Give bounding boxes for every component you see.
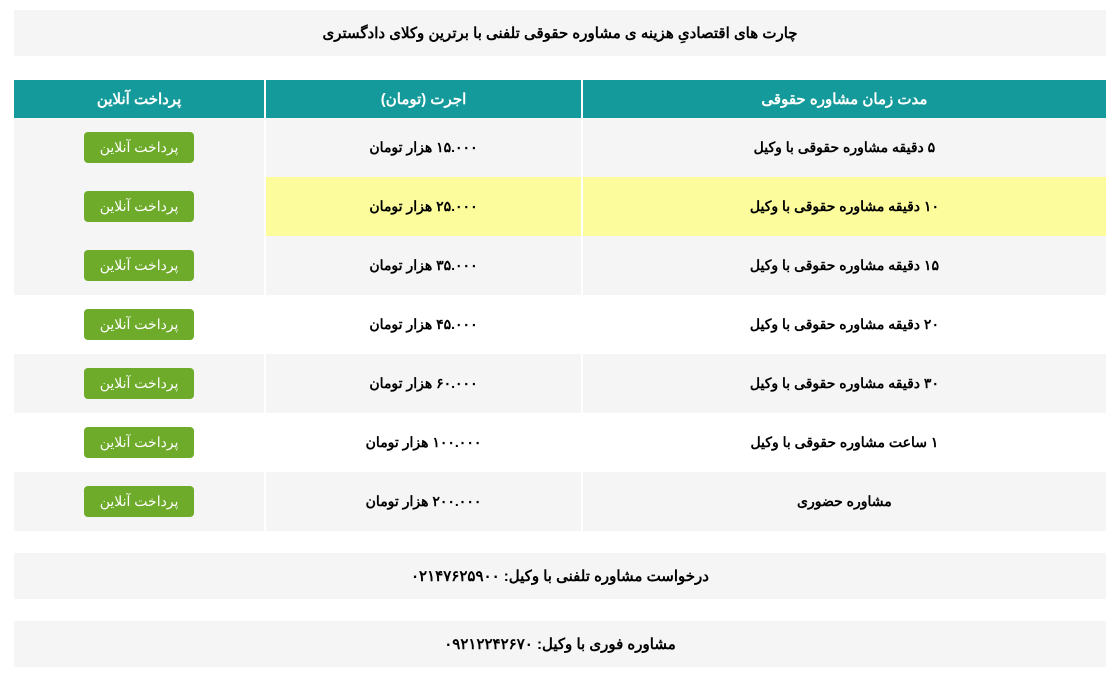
contact-phone-2: مشاوره فوری با وکیل: ۰۹۲۱۲۲۴۲۶۷۰ (14, 621, 1106, 667)
cell-action: پرداخت آنلاین (14, 295, 265, 354)
cell-action: پرداخت آنلاین (14, 118, 265, 177)
cell-action: پرداخت آنلاین (14, 413, 265, 472)
table-row: ۲۰ دقیقه مشاوره حقوقی با وکیل۴۵.۰۰۰ هزار… (14, 295, 1106, 354)
contact-phone-1: درخواست مشاوره تلفنی با وکیل: ۰۲۱۴۷۶۲۵۹۰… (14, 553, 1106, 599)
cell-action: پرداخت آنلاین (14, 236, 265, 295)
pay-online-button[interactable]: پرداخت آنلاین (84, 368, 195, 399)
table-row: ۳۰ دقیقه مشاوره حقوقی با وکیل۶۰.۰۰۰ هزار… (14, 354, 1106, 413)
cell-duration: ۳۰ دقیقه مشاوره حقوقی با وکیل (582, 354, 1106, 413)
cell-duration: ۱۰ دقیقه مشاوره حقوقی با وکیل (582, 177, 1106, 236)
pay-online-button[interactable]: پرداخت آنلاین (84, 486, 195, 517)
cell-fee: ۱۰۰.۰۰۰ هزار تومان (265, 413, 582, 472)
cell-fee: ۱۵.۰۰۰ هزار تومان (265, 118, 582, 177)
cell-duration: ۵ دقیقه مشاوره حقوقی با وکیل (582, 118, 1106, 177)
table-header-row: مدت زمان مشاوره حقوقی اجرت (تومان) پرداخ… (14, 80, 1106, 118)
col-header-action: پرداخت آنلاین (14, 80, 265, 118)
cell-action: پرداخت آنلاین (14, 472, 265, 531)
cell-duration: ۱۵ دقیقه مشاوره حقوقی با وکیل (582, 236, 1106, 295)
pricing-table: مدت زمان مشاوره حقوقی اجرت (تومان) پرداخ… (14, 80, 1106, 531)
pay-online-button[interactable]: پرداخت آنلاین (84, 191, 195, 222)
table-row: مشاوره حضوری۲۰۰.۰۰۰ هزار تومان پرداخت آنل… (14, 472, 1106, 531)
pay-online-button[interactable]: پرداخت آنلاین (84, 250, 195, 281)
col-header-fee: اجرت (تومان) (265, 80, 582, 118)
cell-action: پرداخت آنلاین (14, 354, 265, 413)
col-header-duration: مدت زمان مشاوره حقوقی (582, 80, 1106, 118)
table-row: ۵ دقیقه مشاوره حقوقی با وکیل۱۵.۰۰۰ هزار … (14, 118, 1106, 177)
cell-duration: مشاوره حضوری (582, 472, 1106, 531)
cell-fee: ۲۵.۰۰۰ هزار تومان (265, 177, 582, 236)
cell-fee: ۳۵.۰۰۰ هزار تومان (265, 236, 582, 295)
cell-fee: ۲۰۰.۰۰۰ هزار تومان (265, 472, 582, 531)
cell-duration: ۲۰ دقیقه مشاوره حقوقی با وکیل (582, 295, 1106, 354)
table-row: ۱ ساعت مشاوره حقوقی با وکیل۱۰۰.۰۰۰ هزار … (14, 413, 1106, 472)
cell-action: پرداخت آنلاین (14, 177, 265, 236)
page-title: چارت های اقتصادیِ هزینه ی مشاوره حقوقی ت… (14, 10, 1106, 56)
table-row: ۱۰ دقیقه مشاوره حقوقی با وکیل۲۵.۰۰۰ هزار… (14, 177, 1106, 236)
pay-online-button[interactable]: پرداخت آنلاین (84, 132, 195, 163)
cell-fee: ۶۰.۰۰۰ هزار تومان (265, 354, 582, 413)
table-row: ۱۵ دقیقه مشاوره حقوقی با وکیل۳۵.۰۰۰ هزار… (14, 236, 1106, 295)
cell-fee: ۴۵.۰۰۰ هزار تومان (265, 295, 582, 354)
pay-online-button[interactable]: پرداخت آنلاین (84, 427, 195, 458)
pay-online-button[interactable]: پرداخت آنلاین (84, 309, 195, 340)
cell-duration: ۱ ساعت مشاوره حقوقی با وکیل (582, 413, 1106, 472)
